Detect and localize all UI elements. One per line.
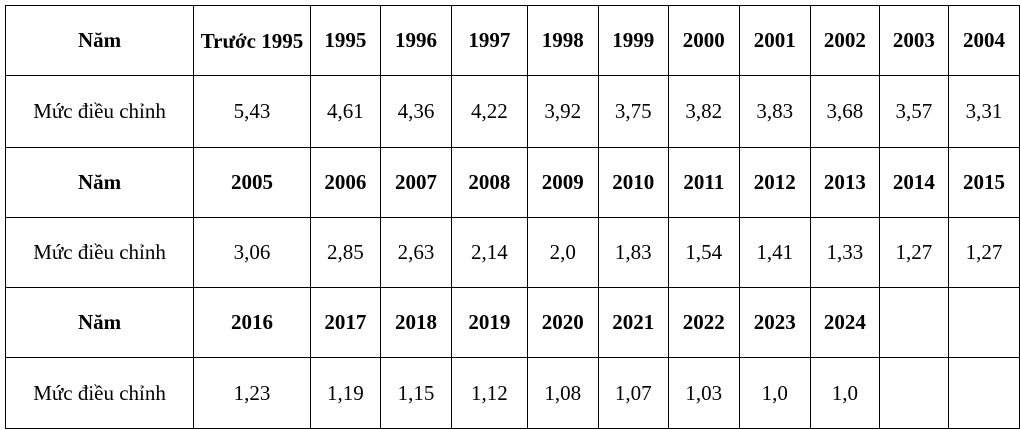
year-cell: 2006 [309, 147, 381, 218]
year-cell: 2023 [738, 287, 811, 358]
year-cell [947, 287, 1020, 358]
value-cell: 3,06 [193, 217, 311, 288]
year-cell: 2001 [738, 5, 811, 76]
value-row-label: Mức điều chỉnh [4, 357, 195, 429]
year-cell: Trước 1995 [193, 5, 311, 76]
value-cell: 2,85 [309, 217, 381, 288]
year-cell: 2018 [379, 287, 452, 358]
value-cell: 2,0 [526, 217, 599, 288]
value-cell: 1,0 [738, 357, 811, 429]
year-cell: 2020 [526, 287, 599, 358]
year-cell: 2022 [667, 287, 740, 358]
year-cell: 2000 [667, 5, 740, 76]
value-row: Mức điều chỉnh 1,23 1,19 1,15 1,12 1,08 1,07 1,… [4, 357, 1020, 429]
value-cell: 3,68 [809, 75, 880, 148]
value-cell: 1,83 [597, 217, 669, 288]
value-cell: 2,14 [450, 217, 528, 288]
value-cell: 1,0 [809, 357, 880, 429]
year-cell: 1998 [526, 5, 599, 76]
value-cell: 1,41 [738, 217, 811, 288]
value-row: Mức điều chỉnh 5,43 4,61 4,36 4,22 3,92 3,75 3,… [4, 75, 1020, 148]
value-cell: 1,03 [667, 357, 740, 429]
value-cell: 4,36 [379, 75, 452, 148]
year-cell: 2004 [947, 5, 1020, 76]
year-cell: 2016 [193, 287, 311, 358]
year-cell: 2005 [193, 147, 311, 218]
year-cell: 2015 [947, 147, 1020, 218]
value-cell: 1,07 [597, 357, 669, 429]
year-cell: 2021 [597, 287, 669, 358]
year-cell: 2013 [809, 147, 880, 218]
year-row: Năm 2005 2006 2007 2008 2009 2010 2011 2012 2013 2… [4, 147, 1020, 218]
year-cell: 2003 [878, 5, 949, 76]
value-cell [878, 357, 949, 429]
value-cell: 5,43 [193, 75, 311, 148]
year-cell: 2017 [309, 287, 381, 358]
year-cell: 2002 [809, 5, 880, 76]
value-cell: 3,83 [738, 75, 811, 148]
year-cell: 2007 [379, 147, 452, 218]
value-cell: 1,33 [809, 217, 880, 288]
value-cell: 3,82 [667, 75, 740, 148]
year-cell: 2019 [450, 287, 528, 358]
table-body: Năm Trước 1995 1995 1996 1997 1998 1999 2000 200… [4, 5, 1020, 429]
value-row-label: Mức điều chỉnh [4, 75, 195, 148]
value-cell: 3,75 [597, 75, 669, 148]
value-cell: 3,31 [947, 75, 1020, 148]
value-cell: 1,15 [379, 357, 452, 429]
value-cell: 2,63 [379, 217, 452, 288]
year-row-label: Năm [4, 5, 195, 76]
year-cell: 1997 [450, 5, 528, 76]
year-cell: 2008 [450, 147, 528, 218]
year-cell: 2010 [597, 147, 669, 218]
value-row-label: Mức điều chỉnh [4, 217, 195, 288]
value-cell: 3,92 [526, 75, 599, 148]
value-cell: 1,12 [450, 357, 528, 429]
year-row-label: Năm [4, 287, 195, 358]
value-cell: 1,23 [193, 357, 311, 429]
value-cell: 1,08 [526, 357, 599, 429]
year-row-label: Năm [4, 147, 195, 218]
value-cell: 1,19 [309, 357, 381, 429]
value-cell: 1,27 [878, 217, 949, 288]
value-cell: 4,61 [309, 75, 381, 148]
value-cell: 1,54 [667, 217, 740, 288]
value-cell [947, 357, 1020, 429]
year-cell: 2011 [667, 147, 740, 218]
year-cell: 2009 [526, 147, 599, 218]
adjustment-table: Năm Trước 1995 1995 1996 1997 1998 1999 2000 200… [4, 5, 1020, 429]
year-row: Năm 2016 2017 2018 2019 2020 2021 2022 2023 2024 [4, 287, 1020, 358]
year-cell: 1996 [379, 5, 452, 76]
year-cell: 2024 [809, 287, 880, 358]
year-cell: 1995 [309, 5, 381, 76]
value-row: Mức điều chỉnh 3,06 2,85 2,63 2,14 2,0 1,83 1,5… [4, 217, 1020, 288]
year-row: Năm Trước 1995 1995 1996 1997 1998 1999 2000 200… [4, 5, 1020, 76]
value-cell: 1,27 [947, 217, 1020, 288]
year-cell: 2012 [738, 147, 811, 218]
value-cell: 4,22 [450, 75, 528, 148]
year-cell: 1999 [597, 5, 669, 76]
year-cell [878, 287, 949, 358]
year-cell: 2014 [878, 147, 949, 218]
value-cell: 3,57 [878, 75, 949, 148]
